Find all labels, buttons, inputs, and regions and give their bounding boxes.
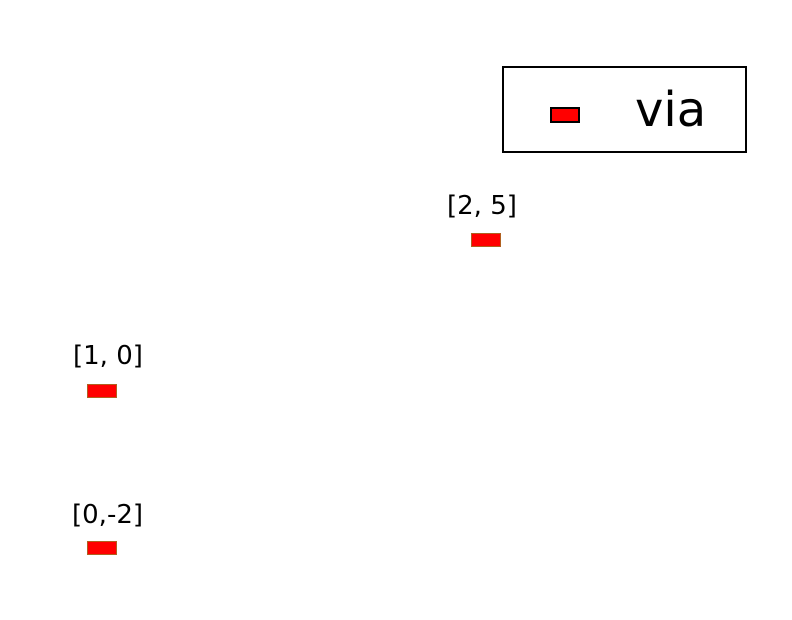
legend-label: via xyxy=(635,82,707,138)
via-coordinate-label: [2, 5] xyxy=(447,191,517,221)
via-rect xyxy=(471,233,501,247)
legend: via xyxy=(502,66,747,153)
via-rect xyxy=(87,384,117,398)
legend-swatch xyxy=(550,107,580,123)
via-rect xyxy=(87,541,117,555)
via-coordinate-label: [0,-2] xyxy=(72,500,144,530)
via-coordinate-label: [1, 0] xyxy=(73,341,143,371)
